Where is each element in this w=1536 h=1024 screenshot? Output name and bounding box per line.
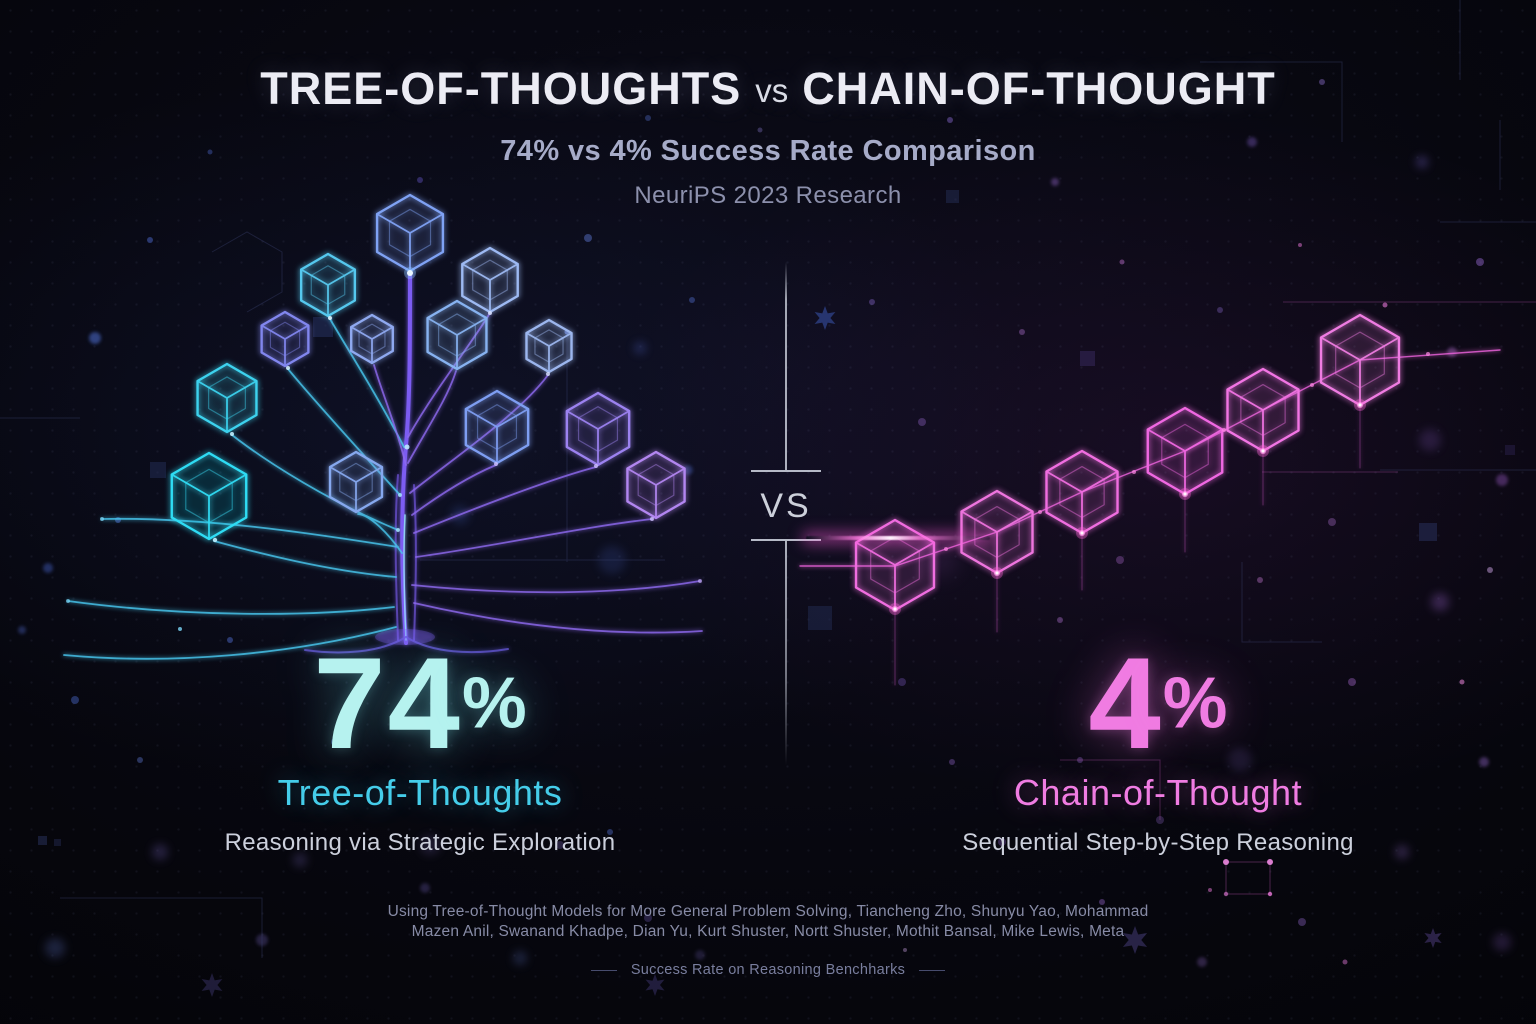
cube-node-icon [466,391,528,463]
divider-line-top [785,262,787,470]
page-title: TREE-OF-THOUGHTS vs CHAIN-OF-THOUGHT [0,66,1536,111]
cube-node-icon [1148,408,1222,494]
cube-node-icon [172,453,246,539]
bokeh-dots-purple [869,79,1511,967]
divider-tick-bottom [751,539,821,541]
chain-cube-nodes [856,315,1399,610]
benchmark-caption: Success Rate on Reasoning Benchharks [630,962,906,978]
cube-node-icon [198,364,257,432]
chain-of-thought-graphic [799,300,1501,686]
cube-node-icon [462,248,517,312]
citation: Using Tree-of-Thought Models for More Ge… [0,902,1536,942]
caption-rule-right [919,969,946,971]
cot-value: 4 [1088,630,1163,776]
cube-node-icon [526,320,571,372]
caption-row: Success Rate on Reasoning Benchharks [0,962,1536,978]
cube-node-icon [301,254,355,316]
circuit-lines [0,0,1536,958]
tree-of-thoughts-stat: 74% Tree-of-Thoughts Reasoning via Strat… [150,638,690,857]
accent-squares [38,190,1515,846]
title-left-segment: TREE-OF-THOUGHTS [260,63,742,114]
vs-label: VS [760,487,812,525]
cot-description: Sequential Step-by-Step Reasoning [962,829,1354,856]
tot-success-rate: 74% [150,638,690,768]
divider-tick-top [751,470,821,472]
subtitle: 74% vs 4% Success Rate Comparison [500,135,1036,167]
cot-method-label: Chain-of-Thought [1013,772,1303,813]
cube-node-icon [627,452,684,518]
cube-node-icon [330,452,382,512]
cube-node-icon [351,315,393,363]
cube-node-icon [1321,315,1399,405]
chain-of-thought-stat: 4% Chain-of-Thought Sequential Step-by-S… [888,638,1428,857]
citation-line-1: Using Tree-of-Thought Models for More Ge… [387,903,1149,920]
title-vs: vs [755,72,789,109]
cube-node-icon [961,491,1032,573]
citation-line-2: Mazen Anil, Swanand Khadpe, Dian Yu, Kur… [411,923,1125,940]
cot-success-rate: 4% [888,638,1428,768]
divider-line-bottom [785,541,787,766]
cube-node-icon [428,301,487,369]
pink-lens-flare [806,536,990,540]
cube-node-icon [1046,451,1117,533]
tot-description: Reasoning via Strategic Exploration [224,829,616,856]
tree-cube-nodes [172,195,685,539]
tot-value: 74 [313,630,462,776]
chain-spark-dots [889,352,1430,615]
tot-percent-sign: % [461,662,527,744]
bokeh-dots-blue [18,115,763,965]
tot-method-label: Tree-of-Thoughts [277,772,563,813]
circuit-lines-pink [1060,301,1536,895]
cube-node-icon [262,312,309,366]
caption-rule-left [590,969,617,971]
title-right-segment: CHAIN-OF-THOUGHT [802,63,1276,114]
tree-branches [63,271,703,660]
tree-of-thoughts-graphic [63,185,710,660]
cube-node-icon [567,393,629,465]
cube-node-icon [856,520,934,610]
tree-spark-dots [66,267,702,631]
cot-percent-sign: % [1162,662,1228,744]
research-note: NeuriPS 2023 Research [634,182,902,209]
cube-node-icon [1227,369,1298,451]
